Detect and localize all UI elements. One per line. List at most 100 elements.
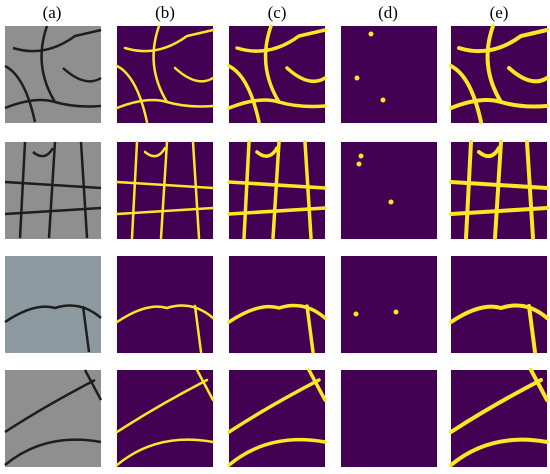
photo-crack bbox=[4, 378, 96, 434]
mask-crack bbox=[195, 368, 215, 402]
mask-crack bbox=[115, 180, 215, 190]
mask-crack bbox=[191, 140, 201, 240]
mask-crack bbox=[242, 140, 251, 240]
photo-crack bbox=[79, 141, 89, 239]
mask-crack bbox=[457, 28, 549, 54]
mask-crack bbox=[115, 378, 209, 434]
column-label: (e) bbox=[490, 3, 509, 22]
panel bbox=[4, 256, 102, 353]
panel bbox=[227, 368, 327, 467]
photo-crack bbox=[83, 369, 103, 401]
mask-crack bbox=[303, 140, 313, 240]
mask-crack bbox=[115, 64, 149, 124]
mask-crack bbox=[449, 437, 549, 467]
panel bbox=[115, 140, 215, 240]
panel bbox=[4, 25, 102, 123]
mask-blob bbox=[388, 199, 394, 205]
mask-crack bbox=[235, 28, 327, 53]
column-label: (d) bbox=[378, 3, 398, 22]
mask-crack bbox=[227, 437, 327, 467]
mask-crack bbox=[271, 140, 281, 240]
panel bbox=[227, 24, 327, 124]
mask bbox=[341, 26, 437, 123]
panel bbox=[115, 24, 215, 124]
photo bbox=[5, 256, 101, 353]
mask-blob bbox=[354, 75, 360, 81]
photo bbox=[5, 26, 101, 123]
mask-blob bbox=[380, 97, 386, 103]
mask-crack bbox=[464, 140, 473, 240]
mask-blob bbox=[358, 153, 364, 159]
photo-crack bbox=[40, 25, 57, 103]
panel bbox=[4, 141, 102, 239]
mask-crack bbox=[227, 378, 321, 434]
mask-crack bbox=[115, 304, 215, 324]
photo-crack bbox=[62, 67, 102, 83]
photo-crack bbox=[4, 64, 37, 123]
photo-crack bbox=[4, 206, 102, 216]
mask-blob bbox=[368, 31, 374, 37]
photo-crack bbox=[47, 141, 57, 239]
panel bbox=[341, 26, 437, 123]
mask-crack bbox=[152, 24, 169, 104]
mask-crack bbox=[493, 140, 503, 240]
mask-crack bbox=[193, 304, 203, 354]
mask-crack bbox=[227, 303, 327, 324]
mask-crack bbox=[507, 66, 549, 84]
photo-crack bbox=[12, 28, 102, 53]
mask-crack bbox=[227, 180, 327, 190]
mask-crack bbox=[307, 368, 327, 402]
photo-crack bbox=[32, 147, 55, 158]
mask-crack bbox=[449, 206, 549, 216]
panel bbox=[4, 369, 103, 467]
mask bbox=[229, 256, 325, 353]
mask-crack bbox=[123, 28, 215, 53]
mask-crack bbox=[255, 146, 279, 158]
mask-blob bbox=[353, 311, 359, 317]
panel bbox=[341, 256, 437, 353]
panel bbox=[449, 24, 549, 124]
mask-blob bbox=[393, 309, 399, 315]
photo-crack bbox=[81, 305, 91, 353]
mask bbox=[117, 26, 213, 123]
mask-crack bbox=[529, 368, 549, 402]
mask-crack bbox=[115, 438, 215, 467]
column-labels: (a) (b) (c) (d) (e) bbox=[43, 3, 509, 22]
panel bbox=[449, 368, 549, 467]
mask bbox=[451, 256, 547, 353]
column-label: (a) bbox=[43, 3, 62, 22]
mask-crack bbox=[227, 64, 261, 124]
mask bbox=[229, 26, 325, 123]
panel bbox=[341, 370, 437, 467]
panel bbox=[227, 256, 327, 354]
mask-crack bbox=[143, 146, 167, 158]
mask-crack bbox=[263, 24, 281, 104]
mask bbox=[341, 256, 437, 353]
panel bbox=[449, 140, 549, 240]
panel bbox=[227, 140, 327, 240]
mask-crack bbox=[285, 66, 327, 84]
mask-crack bbox=[525, 140, 535, 240]
mask-crack bbox=[130, 140, 139, 240]
mask-crack bbox=[485, 24, 503, 104]
mask-crack bbox=[159, 140, 169, 240]
panel bbox=[449, 256, 549, 354]
mask-crack bbox=[477, 146, 501, 159]
mask bbox=[341, 370, 437, 467]
column-label: (b) bbox=[155, 3, 175, 22]
mask-blob bbox=[356, 161, 362, 167]
mask-crack bbox=[449, 303, 549, 324]
photo-crack bbox=[4, 438, 102, 466]
mask-crack bbox=[449, 64, 483, 124]
mask-crack bbox=[449, 378, 543, 434]
mask-crack bbox=[527, 304, 537, 354]
photo-crack bbox=[4, 304, 102, 324]
mask-crack bbox=[305, 304, 315, 354]
column-label: (c) bbox=[268, 3, 287, 22]
mask-crack bbox=[227, 206, 327, 216]
panel bbox=[115, 368, 215, 467]
mask bbox=[341, 142, 437, 239]
panel bbox=[115, 256, 215, 354]
panel bbox=[341, 142, 437, 239]
